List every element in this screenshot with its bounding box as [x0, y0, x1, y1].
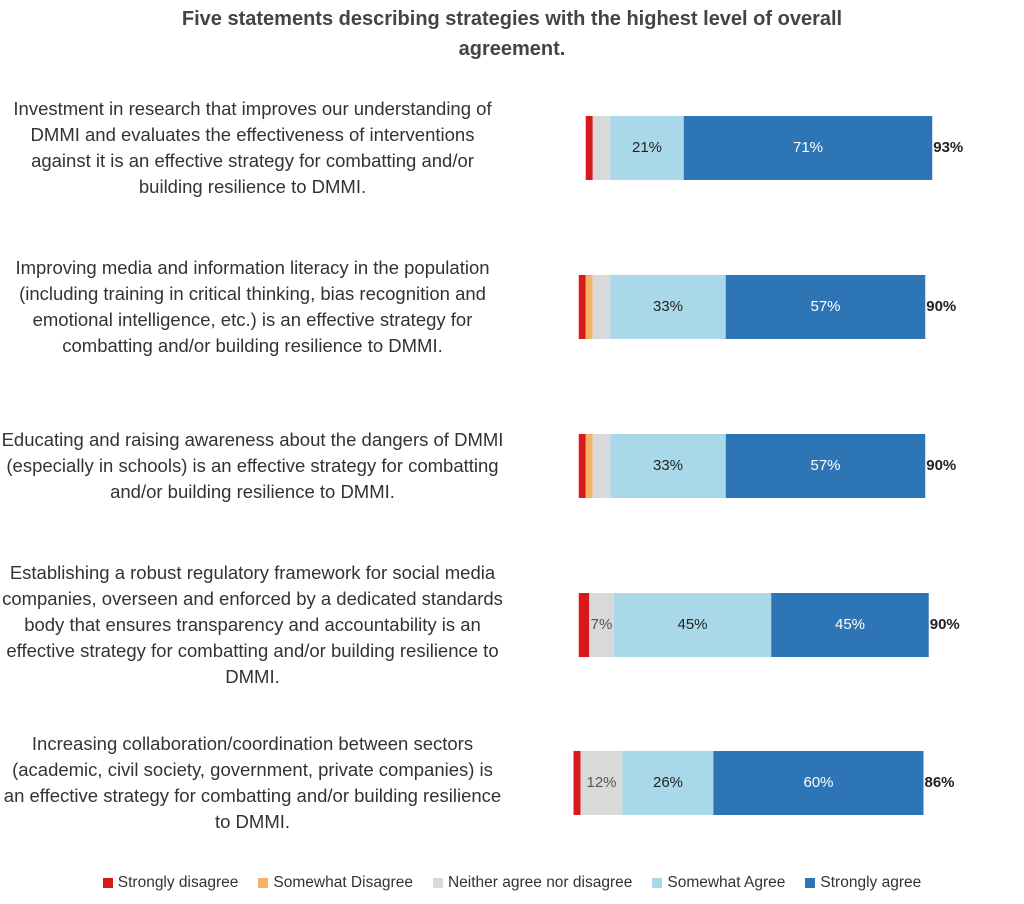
legend-swatch: [258, 878, 269, 888]
bar-segment: [585, 275, 593, 339]
total-label: 86%: [924, 774, 954, 791]
data-label: 45%: [835, 616, 865, 633]
bar-segment: [592, 275, 611, 339]
legend-swatch: [805, 878, 816, 888]
bar-segment: [580, 751, 623, 815]
bar-segment: [573, 751, 581, 815]
data-label: 33%: [653, 457, 683, 474]
bar-segment: [610, 116, 684, 180]
total-label: 90%: [926, 457, 956, 474]
legend-item: Somewhat Agree: [652, 874, 785, 892]
data-label: 12%: [586, 774, 616, 791]
legend-label: Neither agree nor disagree: [447, 874, 633, 891]
legend-item: Strongly agree: [805, 874, 921, 892]
bar-segment: [592, 434, 611, 498]
legend-swatch: [652, 878, 663, 888]
legend: Strongly disagree Somewhat Disagree Neithe…: [0, 874, 1024, 892]
bar-segment: [713, 751, 924, 815]
data-label: 57%: [810, 457, 840, 474]
category-label: Improving media and information literacy…: [15, 257, 490, 356]
legend-label: Strongly agree: [820, 874, 922, 891]
data-label: 7%: [591, 616, 613, 633]
legend-label: Strongly disagree: [117, 874, 239, 891]
data-label: 57%: [810, 298, 840, 315]
data-label: 33%: [653, 298, 683, 315]
legend-label: Somewhat Agree: [667, 874, 786, 891]
data-label: 21%: [632, 139, 662, 156]
bar-segment: [578, 434, 586, 498]
bar-segment: [610, 275, 726, 339]
bar-segment: [578, 593, 590, 657]
bar-segment: [613, 593, 772, 657]
data-label: 60%: [803, 774, 833, 791]
bar-segment: [683, 116, 933, 180]
bar-segment: [725, 275, 926, 339]
legend-item: Strongly disagree: [102, 874, 239, 892]
category-label: Educating and raising awareness about th…: [1, 429, 504, 502]
category-label: Investment in research that improves our…: [13, 98, 492, 197]
bar-segment: [610, 434, 726, 498]
legend-label: Somewhat Disagree: [273, 874, 413, 891]
bar-segment: [725, 434, 926, 498]
total-label: 90%: [926, 298, 956, 315]
legend-swatch: [432, 878, 443, 888]
legend-swatch: [102, 878, 113, 888]
legend-item: Neither agree nor disagree: [432, 874, 633, 892]
total-label: 93%: [933, 139, 963, 156]
bar-segment: [589, 593, 614, 657]
data-label: 71%: [793, 139, 823, 156]
data-label: 45%: [677, 616, 707, 633]
category-label: Increasing collaboration/coordination be…: [3, 733, 502, 832]
bar-segment: [585, 434, 593, 498]
category-label: Establishing a robust regulatory framewo…: [2, 562, 503, 687]
total-label: 90%: [930, 616, 960, 633]
data-label: 26%: [653, 774, 683, 791]
legend-item: Somewhat Disagree: [258, 874, 413, 892]
bar-segment: [622, 751, 714, 815]
bar-segment: [592, 116, 611, 180]
bar-segment: [585, 116, 593, 180]
bar-segment: [578, 275, 586, 339]
chart-title: Five statements describing strategies wi…: [181, 8, 843, 60]
bar-segment: [771, 593, 929, 657]
